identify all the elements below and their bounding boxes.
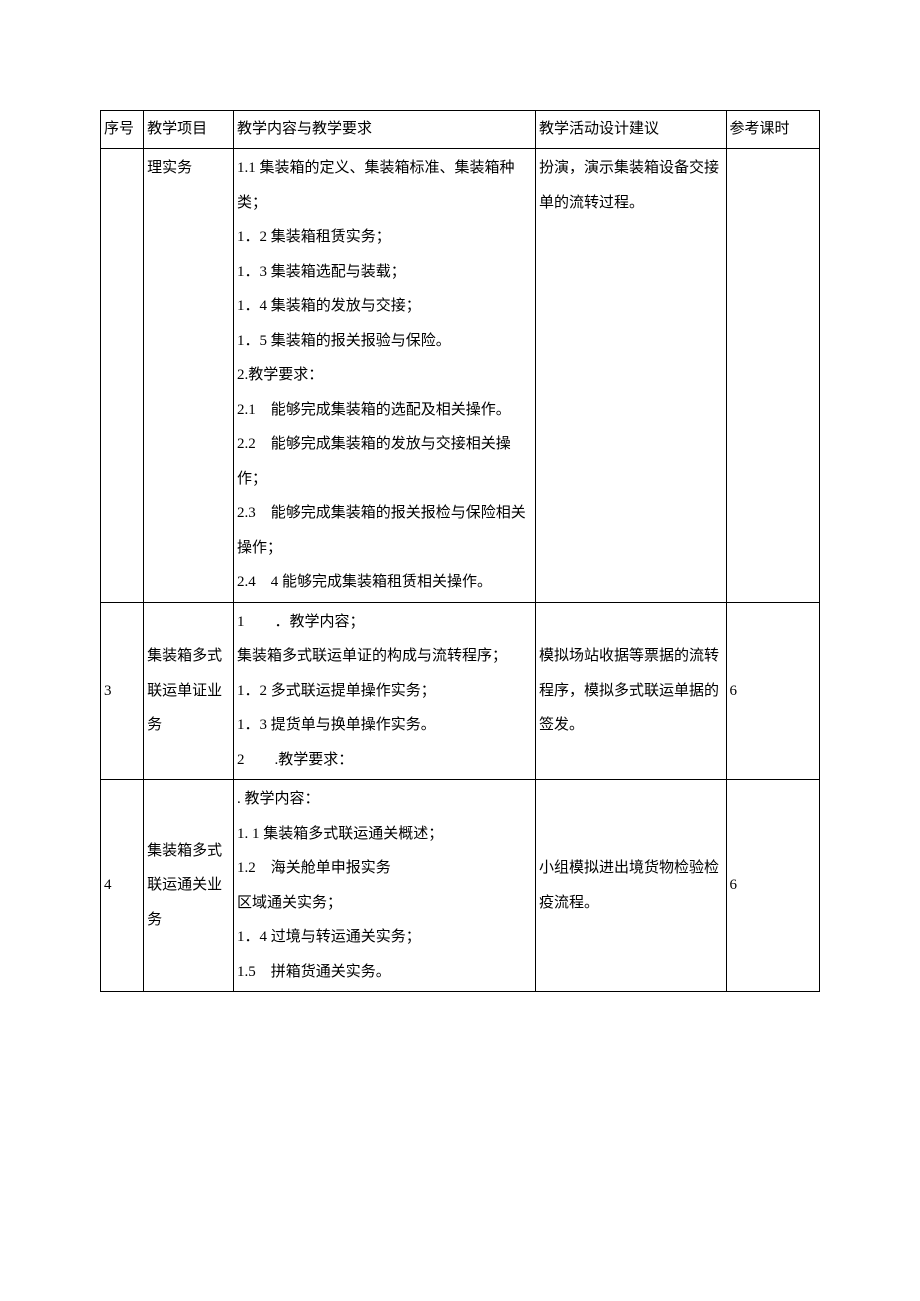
cell-activity: 小组模拟进出境货物检验检疫流程。: [535, 780, 726, 992]
table-row: 3 集装箱多式联运单证业务 1 ．教学内容； 集装箱多式联运单证的构成与流转程序…: [101, 602, 820, 780]
cell-seq: 4: [101, 780, 144, 992]
cell-content: . 教学内容： 1. 1 集装箱多式联运通关概述； 1.2 海关舱单申报实务 区…: [234, 780, 536, 992]
content-line: 1 ．教学内容；: [237, 605, 532, 640]
table-header-row: 序号 教学项目 教学内容与教学要求 教学活动设计建议 参考课时: [101, 111, 820, 149]
header-activity: 教学活动设计建议: [535, 111, 726, 149]
content-line: 1．4 过境与转运通关实务；: [237, 920, 532, 955]
activity-line: 小组模拟进出境货物检验检疫流程。: [539, 851, 723, 920]
header-hours: 参考课时: [726, 111, 820, 149]
content-line: 1.2 海关舱单申报实务: [237, 851, 532, 886]
content-line: 1.1 集装箱的定义、集装箱标准、集装箱种类；: [237, 151, 532, 220]
cell-activity: 模拟场站收据等票据的流转程序，模拟多式联运单据的签发。: [535, 602, 726, 780]
content-line: 区域通关实务；: [237, 886, 532, 921]
content-line: 1．5 集装箱的报关报验与保险。: [237, 324, 532, 359]
cell-content: 1.1 集装箱的定义、集装箱标准、集装箱种类； 1．2 集装箱租赁实务； 1．3…: [234, 149, 536, 603]
table-row: 4 集装箱多式联运通关业务 . 教学内容： 1. 1 集装箱多式联运通关概述； …: [101, 780, 820, 992]
content-line: 2.2 能够完成集装箱的发放与交接相关操作；: [237, 427, 532, 496]
content-line: 2.教学要求：: [237, 358, 532, 393]
content-line: 2.1 能够完成集装箱的选配及相关操作。: [237, 393, 532, 428]
activity-line: 模拟场站收据等票据的流转程序，模拟多式联运单据的签发。: [539, 639, 723, 743]
cell-activity: 扮演，演示集装箱设备交接单的流转过程。: [535, 149, 726, 603]
content-line: 2.3 能够完成集装箱的报关报检与保险相关操作；: [237, 496, 532, 565]
content-line: . 教学内容：: [237, 782, 532, 817]
content-line: 2.4 4 能够完成集装箱租赁相关操作。: [237, 565, 532, 600]
cell-project: 集装箱多式联运单证业务: [144, 602, 234, 780]
header-project: 教学项目: [144, 111, 234, 149]
cell-hours: [726, 149, 820, 603]
header-content: 教学内容与教学要求: [234, 111, 536, 149]
table-row: 理实务 1.1 集装箱的定义、集装箱标准、集装箱种类； 1．2 集装箱租赁实务；…: [101, 149, 820, 603]
syllabus-table: 序号 教学项目 教学内容与教学要求 教学活动设计建议 参考课时 理实务 1.1 …: [100, 110, 820, 992]
content-line: 1．4 集装箱的发放与交接；: [237, 289, 532, 324]
cell-seq: 3: [101, 602, 144, 780]
cell-content: 1 ．教学内容； 集装箱多式联运单证的构成与流转程序； 1．2 多式联运提单操作…: [234, 602, 536, 780]
content-line: 1．2 集装箱租赁实务；: [237, 220, 532, 255]
cell-project: 集装箱多式联运通关业务: [144, 780, 234, 992]
content-line: 集装箱多式联运单证的构成与流转程序；: [237, 639, 532, 674]
cell-project: 理实务: [144, 149, 234, 603]
content-line: 1.5 拼箱货通关实务。: [237, 955, 532, 990]
activity-line: 扮演，演示集装箱设备交接单的流转过程。: [539, 151, 723, 220]
cell-hours: 6: [726, 602, 820, 780]
content-line: 1．3 提货单与换单操作实务。: [237, 708, 532, 743]
cell-hours: 6: [726, 780, 820, 992]
content-line: 1．3 集装箱选配与装载；: [237, 255, 532, 290]
cell-seq: [101, 149, 144, 603]
content-line: 1. 1 集装箱多式联运通关概述；: [237, 817, 532, 852]
content-line: 2 .教学要求：: [237, 743, 532, 778]
header-seq: 序号: [101, 111, 144, 149]
content-line: 1．2 多式联运提单操作实务；: [237, 674, 532, 709]
